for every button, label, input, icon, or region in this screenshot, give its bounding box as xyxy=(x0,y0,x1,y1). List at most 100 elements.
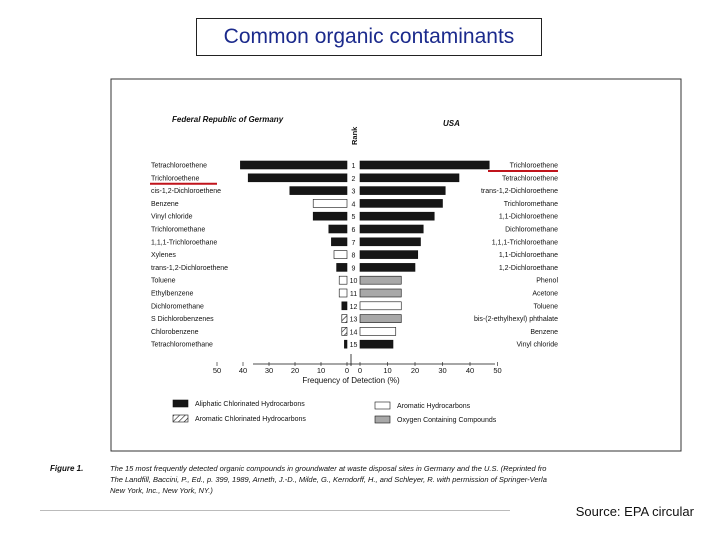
germany-compound-label: Xylenes xyxy=(151,252,176,259)
usa-compound-label: Acetone xyxy=(532,291,558,298)
legend-swatch xyxy=(172,399,189,408)
source-note: Source: EPA circular xyxy=(575,504,694,519)
germany-compound-label: cis-1,2-Dichloroethene xyxy=(151,188,221,195)
germany-compound-label: Tetrachloroethene xyxy=(151,163,207,170)
legend-label: Aromatic Chlorinated Hydrocarbons xyxy=(195,416,306,423)
left-tick-label: 40 xyxy=(239,366,247,375)
germany-bar xyxy=(289,186,348,195)
left-tick-label: 50 xyxy=(213,366,221,375)
germany-compound-label: Toluene xyxy=(151,278,176,285)
usa-bar xyxy=(359,314,402,323)
rank-number: 5 xyxy=(352,214,356,221)
germany-bar xyxy=(312,199,348,208)
rank-number: 6 xyxy=(352,227,356,234)
usa-bar xyxy=(359,250,419,259)
right-tick-label: 20 xyxy=(411,366,419,375)
usa-compound-label: Phenol xyxy=(536,278,558,285)
usa-compound-label: Trichloroethene xyxy=(510,163,558,170)
caption-label: Figure 1. xyxy=(50,464,83,473)
germany-bar xyxy=(240,160,348,170)
rank-number: 1 xyxy=(352,163,356,170)
usa-bar xyxy=(359,327,397,336)
germany-compound-label: Benzene xyxy=(151,201,179,208)
usa-compound-label: bis-(2-ethylhexyl) phthalate xyxy=(474,316,558,323)
germany-bar xyxy=(338,288,348,298)
caption-line-3: New York, Inc., New York, NY.) xyxy=(110,486,213,495)
legend-swatch xyxy=(374,415,391,424)
x-ticks: 50 40 30 20 10 0 0 10 20 30 40 50 xyxy=(213,362,502,375)
right-tick-label: 50 xyxy=(493,366,501,375)
usa-compound-label: Trichloromethane xyxy=(504,201,558,208)
usa-compound-label: Tetrachloroethene xyxy=(502,175,558,182)
right-tick-label: 10 xyxy=(383,366,391,375)
germany-heading: Federal Republic of Germany xyxy=(172,115,284,124)
rank-number: 11 xyxy=(350,291,357,298)
rank-number: 13 xyxy=(350,317,358,324)
right-tick-label: 30 xyxy=(438,366,446,375)
legend-label: Aromatic Hydrocarbons xyxy=(397,403,471,410)
bars-group: 1 Tetrachloroethene Trichloroethene 2 Trichl… xyxy=(150,160,558,349)
germany-compound-label: Vinyl chloride xyxy=(151,214,193,221)
germany-compound-label: Tetrachloromethane xyxy=(151,342,213,349)
right-tick-label: 40 xyxy=(466,366,474,375)
germany-bar xyxy=(328,224,348,234)
figure-caption: Figure 1. The 15 most frequently detecte… xyxy=(50,464,547,495)
x-axis-label: Frequency of Detection (%) xyxy=(302,376,400,385)
usa-bar xyxy=(359,275,402,285)
germany-bar xyxy=(338,275,348,285)
usa-compound-label: Vinyl chloride xyxy=(516,342,558,349)
legend-swatch xyxy=(374,401,391,410)
germany-bar xyxy=(341,314,348,323)
germany-compound-label: Trichloromethane xyxy=(151,227,205,234)
usa-compound-label: 1,1,1-Trichloroethane xyxy=(492,239,558,246)
left-tick-label: 20 xyxy=(291,366,299,375)
germany-compound-label: trans-1,2-Dichloroethene xyxy=(151,265,228,272)
germany-bar xyxy=(336,263,348,272)
usa-bar xyxy=(359,160,490,170)
usa-bar xyxy=(359,173,460,183)
caption-line-1: The 15 most frequently detected organic … xyxy=(110,464,546,473)
rank-number: 4 xyxy=(352,201,356,208)
germany-bar xyxy=(333,250,348,259)
rank-number: 3 xyxy=(352,189,356,196)
usa-compound-label: trans-1,2-Dichloroethene xyxy=(481,188,558,195)
left-tick-label: 0 xyxy=(345,366,349,375)
left-tick-label: 10 xyxy=(317,366,325,375)
germany-bar xyxy=(344,339,348,349)
rank-label: Rank xyxy=(350,126,359,145)
usa-heading: USA xyxy=(443,119,460,128)
slide-title: Common organic contaminants xyxy=(196,18,542,56)
germany-compound-label: Trichloroethene xyxy=(151,175,199,182)
usa-bar xyxy=(359,186,446,195)
rank-number: 10 xyxy=(350,278,358,285)
germany-bar xyxy=(341,301,348,311)
usa-compound-label: 1,2-Dichloroethane xyxy=(499,265,558,272)
legend: Aliphatic Chlorinated Hydrocarbons Aromat… xyxy=(172,399,497,424)
usa-compound-label: Toluene xyxy=(533,303,558,310)
usa-bar xyxy=(359,224,424,234)
usa-compound-label: 1,1-Dichloroethane xyxy=(499,252,558,259)
usa-compound-label: Benzene xyxy=(530,329,558,336)
legend-label: Oxygen Containing Compounds xyxy=(397,417,497,424)
right-tick-label: 0 xyxy=(358,366,362,375)
usa-compound-label: 1,1-Dichloroethene xyxy=(499,214,558,221)
rank-number: 8 xyxy=(352,253,356,260)
germany-bar xyxy=(331,237,348,247)
germany-bar xyxy=(312,211,348,221)
usa-bar xyxy=(359,301,402,311)
rank-number: 12 xyxy=(350,304,358,311)
usa-bar xyxy=(359,199,443,208)
legend-swatch xyxy=(172,414,189,423)
germany-compound-label: Ethylbenzene xyxy=(151,291,194,298)
germany-bar xyxy=(341,327,348,336)
germany-compound-label: S Dichlorobenzenes xyxy=(151,316,214,323)
figure-frame xyxy=(110,78,682,452)
germany-bar xyxy=(247,173,348,183)
usa-bar xyxy=(359,288,402,298)
bottom-rule xyxy=(40,510,510,511)
caption-line-2: The Landfill, Baccini, P., Ed., p. 399, … xyxy=(110,475,547,484)
legend-label: Aliphatic Chlorinated Hydrocarbons xyxy=(195,401,305,408)
usa-bar xyxy=(359,263,416,272)
rank-number: 15 xyxy=(350,342,358,349)
germany-compound-label: 1,1,1-Trichloroethane xyxy=(151,239,217,246)
